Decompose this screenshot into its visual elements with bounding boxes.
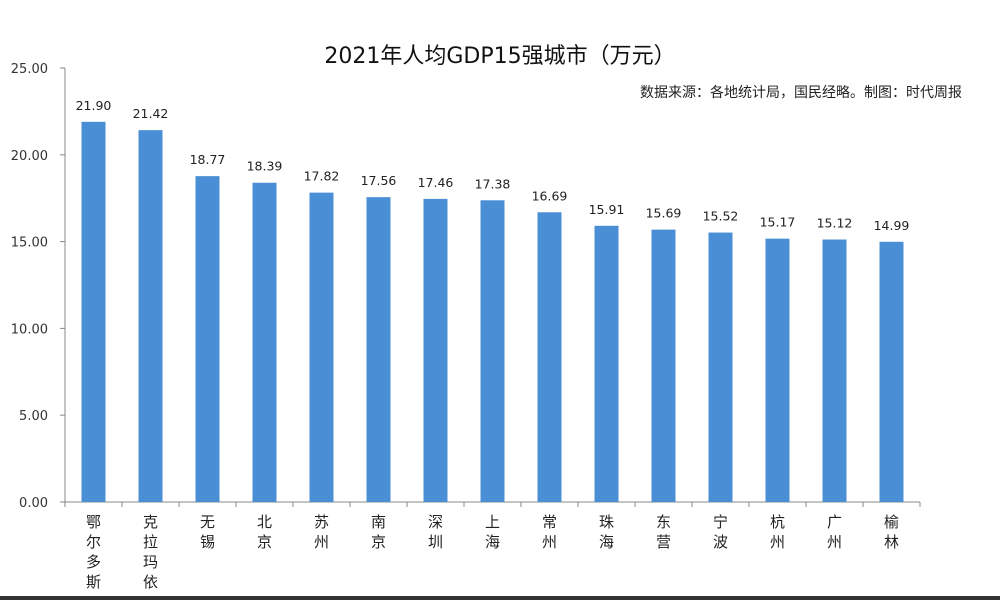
x-category-label: 常州 — [542, 513, 557, 551]
y-tick-label: 25.00 — [11, 62, 48, 77]
x-category-label: 宁波 — [713, 513, 728, 551]
data-label: 14.99 — [874, 218, 910, 233]
bottom-edge — [0, 596, 1000, 600]
data-label: 18.77 — [190, 152, 226, 167]
data-label: 21.42 — [133, 106, 169, 121]
x-category-label: 东营 — [656, 513, 671, 551]
x-category-label: 南京 — [371, 513, 386, 551]
bar-14 — [822, 239, 847, 503]
x-category-label: 苏州 — [314, 513, 329, 551]
data-label: 17.82 — [304, 169, 340, 184]
x-category-label: 无锡 — [200, 513, 215, 551]
bar-10 — [594, 225, 619, 502]
bar-9 — [537, 212, 562, 502]
y-tick-label: 20.00 — [11, 149, 48, 164]
data-label: 17.38 — [475, 176, 511, 191]
x-category-label: 榆林 — [884, 513, 899, 551]
bar-3 — [195, 176, 220, 502]
x-category-label: 广州 — [827, 513, 842, 551]
x-category-label: 珠海 — [599, 513, 614, 551]
data-label: 21.90 — [76, 98, 112, 113]
data-label: 15.17 — [760, 215, 796, 230]
data-label: 17.46 — [418, 175, 454, 190]
x-category-label: 北京 — [257, 513, 272, 551]
chart-title: 2021年人均GDP15强城市（万元） — [324, 44, 676, 69]
bar-13 — [765, 238, 790, 502]
y-tick-label: 10.00 — [11, 322, 48, 337]
source-note: 数据来源：各地统计局，国民经略。制图：时代周报 — [640, 85, 962, 101]
y-tick-label: 0.00 — [19, 496, 48, 511]
bar-8 — [480, 200, 505, 502]
data-label: 16.69 — [532, 188, 568, 203]
data-label: 15.12 — [817, 216, 853, 231]
data-label: 15.52 — [703, 209, 739, 224]
x-category-label: 鄂尔多斯 — [86, 513, 101, 591]
bar-1 — [81, 121, 106, 502]
x-category-label: 深圳 — [428, 513, 443, 551]
x-category-label: 杭州 — [770, 513, 785, 551]
x-category-label: 上海 — [485, 513, 500, 551]
bar-15 — [879, 241, 904, 502]
x-category-label: 克拉玛依 — [143, 513, 158, 591]
data-label: 15.91 — [589, 202, 625, 217]
data-label: 18.39 — [247, 159, 283, 174]
y-tick-label: 15.00 — [11, 236, 48, 251]
bar-5 — [309, 192, 334, 502]
bar-4 — [252, 182, 277, 502]
bar-11 — [651, 229, 676, 503]
bar-2 — [138, 130, 163, 502]
bar-6 — [366, 197, 391, 503]
data-label: 17.56 — [361, 173, 397, 188]
y-tick-label: 5.00 — [19, 409, 48, 424]
bar-7 — [423, 198, 448, 502]
bar-12 — [708, 232, 733, 502]
data-label: 15.69 — [646, 206, 682, 221]
